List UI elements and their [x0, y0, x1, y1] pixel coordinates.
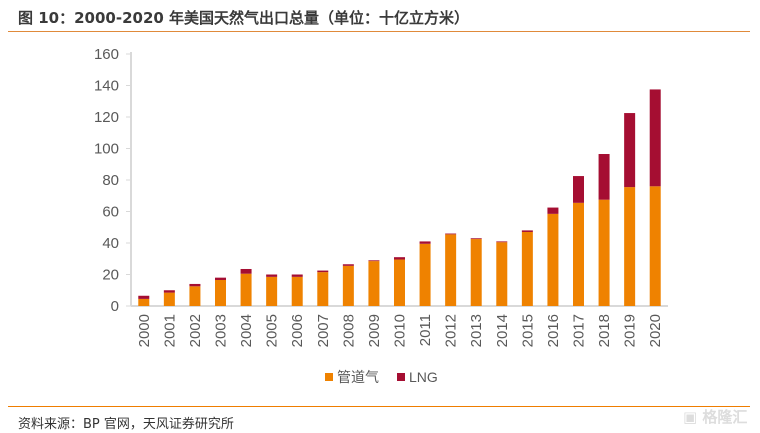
bar-pipeline: [573, 202, 584, 306]
bar-pipeline: [470, 239, 482, 306]
bar-pipeline: [266, 276, 278, 306]
bar-pipeline: [138, 298, 150, 306]
bar-pipeline: [419, 243, 431, 306]
bar-pipeline: [445, 234, 457, 306]
x-tick-label: 2005: [264, 314, 281, 347]
bar-pipeline: [189, 286, 201, 306]
bar-pipeline: [521, 231, 533, 306]
bar-pipeline: [624, 187, 636, 306]
x-tick-label: 2011: [417, 314, 434, 346]
legend-swatch-pipeline: [325, 373, 333, 381]
bar-pipeline: [317, 272, 329, 306]
bar-lng: [215, 277, 226, 281]
x-tick-label: 2006: [289, 314, 306, 347]
bar-pipeline: [291, 276, 303, 306]
x-tick-label: 2007: [315, 314, 332, 347]
x-tick-label: 2016: [545, 314, 562, 347]
bar-lng: [138, 295, 150, 299]
bar-lng: [547, 207, 559, 214]
x-tick-label: 2020: [647, 314, 664, 347]
bar-lng: [496, 241, 508, 243]
y-tick-label: 0: [111, 298, 119, 315]
bar-lng: [368, 260, 380, 262]
figure-title: 图 10：2000-2020 年美国天然气出口总量（单位：十亿立方米）: [18, 9, 470, 27]
bar-pipeline: [394, 259, 405, 306]
bar-lng: [573, 176, 584, 203]
legend-label-pipeline: 管道气: [337, 369, 379, 385]
title-divider: [8, 31, 750, 32]
x-tick-label: 2012: [443, 314, 460, 347]
legend-swatch-lng: [397, 373, 405, 381]
legend-label-lng: LNG: [409, 369, 438, 385]
bar-pipeline: [598, 199, 610, 306]
y-tick-label: 120: [94, 109, 119, 126]
bar-lng: [598, 154, 610, 200]
y-tick-label: 40: [102, 235, 119, 252]
y-tick-label: 140: [94, 78, 119, 95]
y-tick-label: 20: [102, 267, 119, 284]
bar-lng: [317, 270, 329, 273]
x-tick-label: 2008: [340, 314, 357, 347]
bar-pipeline: [342, 265, 354, 306]
bar-pipeline: [163, 292, 175, 306]
x-tick-label: 2000: [136, 314, 153, 347]
bar-lng: [649, 89, 661, 187]
y-tick-label: 160: [94, 46, 119, 63]
bar-lng: [394, 257, 405, 260]
bar-pipeline: [547, 213, 559, 306]
bar-lng: [624, 113, 636, 188]
stacked-bar-chart: 0 20 40 60 80 100 120 140 160 2000 2001 2002 2003 200…: [94, 46, 668, 385]
bar-lng: [445, 233, 457, 235]
bar-pipeline: [215, 280, 226, 306]
y-tick-label: 100: [94, 141, 119, 158]
bar-lng: [266, 274, 278, 277]
x-tick-label: 2002: [187, 314, 204, 347]
bar-pipeline: [649, 186, 661, 306]
bar-lng: [419, 241, 431, 244]
bar-lng: [521, 230, 533, 232]
footer-divider: [8, 406, 750, 407]
bar-lng: [291, 274, 303, 277]
x-tick-label: 2010: [392, 314, 409, 347]
bar-pipeline: [496, 242, 508, 306]
y-tick-label: 80: [102, 172, 119, 189]
x-tick-label: 2018: [596, 314, 613, 347]
x-tick-label: 2014: [494, 314, 511, 347]
source-note: 资料来源：BP 官网，天风证券研究所: [18, 417, 234, 432]
x-tick-label: 2004: [238, 314, 255, 347]
x-tick-label: 2013: [468, 314, 485, 347]
x-tick-label: 2003: [213, 314, 230, 347]
x-tick-label: 2009: [366, 314, 383, 347]
bar-lng: [189, 283, 201, 287]
bar-lng: [163, 290, 175, 293]
x-tick-label: 2017: [571, 314, 588, 347]
bar-lng: [240, 268, 252, 274]
bar-lng: [342, 264, 354, 266]
y-tick-label: 60: [102, 204, 119, 221]
watermark-logo: ▣ 格隆汇: [683, 408, 748, 426]
bar-pipeline: [368, 261, 380, 306]
bar-pipeline: [240, 273, 252, 306]
x-tick-label: 2015: [519, 314, 536, 347]
x-tick-label: 2001: [161, 314, 178, 347]
bar-lng: [470, 238, 482, 240]
x-tick-label: 2019: [622, 314, 639, 347]
